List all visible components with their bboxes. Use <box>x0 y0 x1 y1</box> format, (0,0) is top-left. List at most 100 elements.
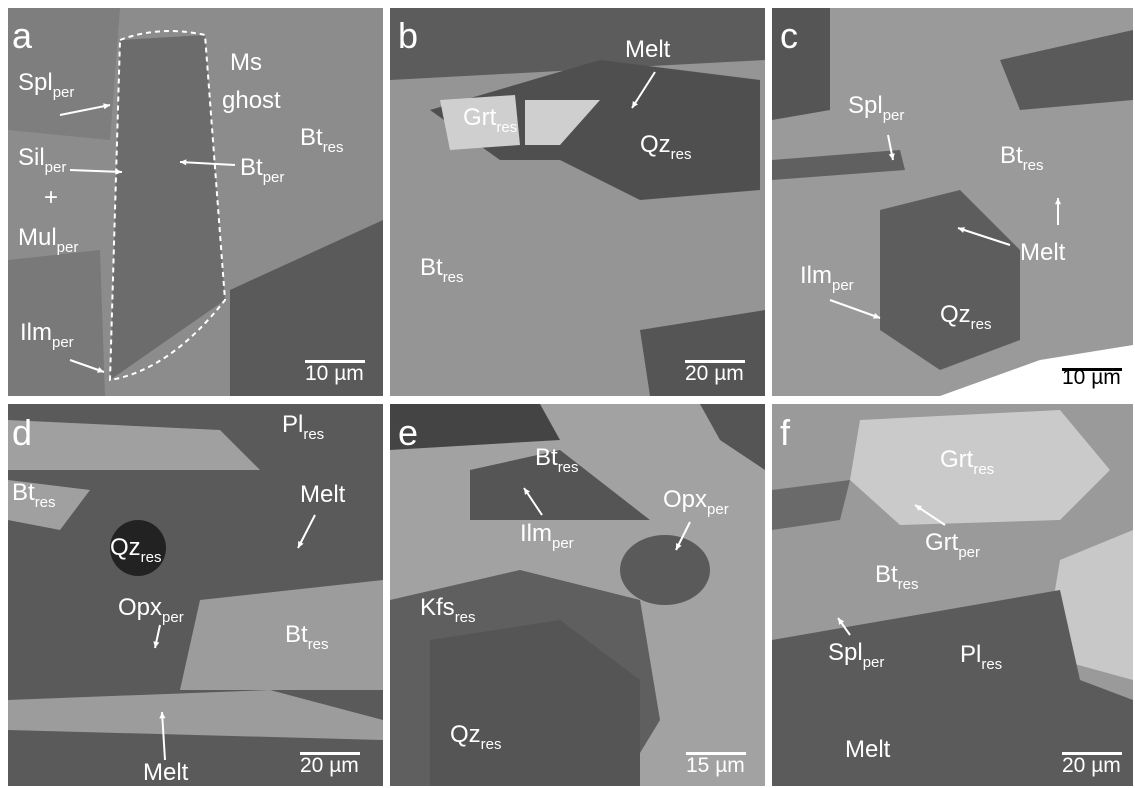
mineral-label: Melt <box>845 736 891 763</box>
label-subscript: res <box>141 549 162 566</box>
label-subscript: per <box>883 107 905 124</box>
label-main: Bt <box>420 254 443 281</box>
label-subscript: per <box>162 609 184 626</box>
label-subscript: per <box>52 334 74 351</box>
label-subscript: res <box>308 636 329 653</box>
mineral-label: Silper <box>18 144 66 176</box>
label-subscript: per <box>45 159 67 176</box>
mineral-label: Ms <box>230 49 262 76</box>
label-main: Kfs <box>420 594 455 621</box>
arrow <box>829 299 881 319</box>
label-main: Bt <box>240 154 263 181</box>
label-main: Qz <box>110 534 141 561</box>
label-main: Bt <box>300 124 323 151</box>
arrow-head <box>298 541 304 548</box>
mineral-label: Melt <box>300 481 346 508</box>
label-subscript: res <box>455 609 476 626</box>
label-main: Grt <box>940 446 974 473</box>
label-main: Pl <box>282 411 303 438</box>
arrow-head <box>103 103 110 110</box>
mineral-label: Qzres <box>940 301 992 333</box>
scale-bar <box>686 752 746 755</box>
label-main: Sil <box>18 144 45 171</box>
mineral-label: Qzres <box>640 131 692 163</box>
scale-label: 15 µm <box>686 754 745 777</box>
mineral-label: Btres <box>300 124 344 156</box>
panel-letter: a <box>12 15 33 56</box>
arrow-head <box>97 367 104 373</box>
label-subscript: res <box>323 139 344 156</box>
label-main: Opx <box>663 486 707 513</box>
mineral-label: Btres <box>535 444 579 476</box>
panel-image <box>390 8 765 396</box>
label-main: Melt <box>300 481 346 508</box>
label-main: Qz <box>940 301 971 328</box>
mineral-label: Melt <box>143 759 189 786</box>
label-main: Qz <box>640 131 671 158</box>
arrow-head <box>632 101 638 108</box>
label-main: Ms <box>230 49 262 76</box>
mineral-label: Btres <box>285 621 329 653</box>
label-main: Spl <box>848 92 883 119</box>
mineral-label: Qzres <box>110 534 162 566</box>
label-subscript: per <box>53 84 75 101</box>
label-subscript: per <box>832 277 854 294</box>
label-subscript: per <box>958 544 980 561</box>
mineral-label: Plres <box>282 411 324 443</box>
label-main: Bt <box>12 479 35 506</box>
panel-image <box>8 8 383 396</box>
panel-letter: f <box>780 412 791 453</box>
label-subscript: res <box>481 736 502 753</box>
mineral-label: Melt <box>625 36 671 63</box>
mineral-label: Ilmper <box>800 262 854 294</box>
mineral-label: Btper <box>240 154 284 186</box>
arrow-head <box>915 505 922 512</box>
label-subscript: res <box>981 656 1002 673</box>
label-subscript: res <box>898 576 919 593</box>
panel-image <box>772 404 1133 786</box>
panel-letter: c <box>780 15 798 56</box>
label-subscript: per <box>263 169 285 186</box>
mineral-label: ghost <box>222 87 281 114</box>
mineral-label: Ilmper <box>20 319 74 351</box>
label-subscript: res <box>1023 157 1044 174</box>
arrow-head <box>524 488 531 495</box>
label-main: Bt <box>875 561 898 588</box>
label-subscript: res <box>558 459 579 476</box>
scale-bar <box>1062 368 1122 371</box>
label-subscript: per <box>863 654 885 671</box>
scale-label: 10 µm <box>305 362 364 385</box>
panel-letter: e <box>398 412 418 453</box>
label-subscript: res <box>35 494 56 511</box>
arrow-head <box>1054 198 1062 205</box>
label-main: Bt <box>1000 142 1023 169</box>
arrow-head <box>180 159 187 166</box>
scale-bar <box>300 752 360 755</box>
mineral-label: Splper <box>18 69 74 101</box>
arrow-head <box>115 168 122 175</box>
panel-letter: b <box>398 15 418 56</box>
label-main: Spl <box>828 639 863 666</box>
mineral-label: Btres <box>420 254 464 286</box>
panel-image <box>8 404 383 786</box>
label-main: Melt <box>845 736 891 763</box>
label-main: Melt <box>625 36 671 63</box>
mineral-label: Plres <box>960 641 1002 673</box>
scale-label: 20 µm <box>1062 754 1121 777</box>
scale-bar <box>685 360 745 363</box>
label-main: Ilm <box>800 262 832 289</box>
mineral-label: Splper <box>828 639 884 671</box>
label-subscript: per <box>57 239 79 256</box>
label-main: ghost <box>222 87 281 114</box>
label-subscript: res <box>303 426 324 443</box>
scale-label: 20 µm <box>300 754 359 777</box>
mineral-label: Melt <box>1020 239 1066 266</box>
mineral-label: Mulper <box>18 224 78 256</box>
arrow <box>957 227 1011 246</box>
arrow <box>161 711 166 761</box>
label-subscript: res <box>971 316 992 333</box>
